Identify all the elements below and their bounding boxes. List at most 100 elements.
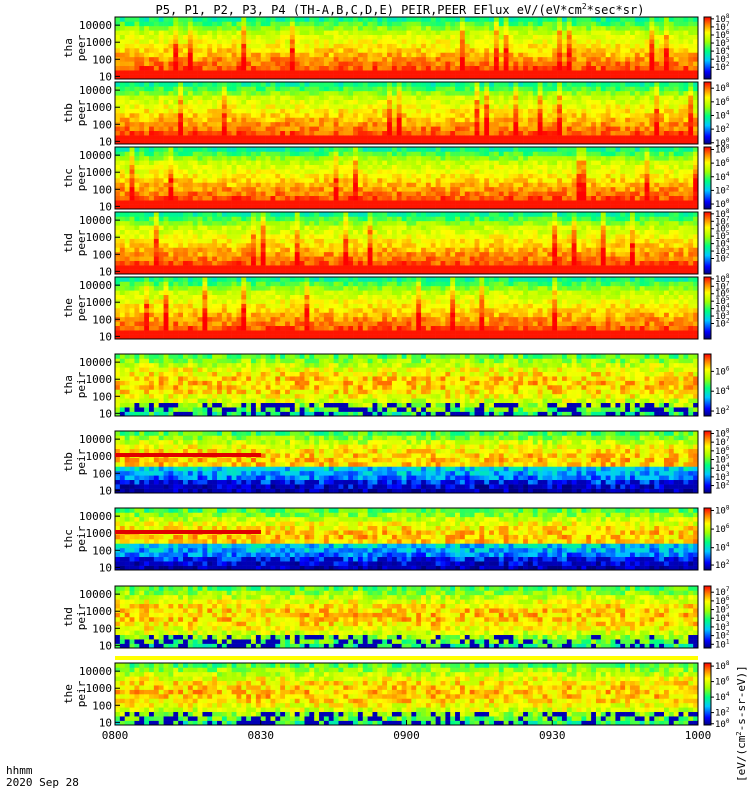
spectrogram-cell bbox=[173, 95, 179, 101]
spectrogram-cell bbox=[158, 39, 164, 44]
spectrogram-cell bbox=[479, 135, 485, 140]
spectrogram-cell bbox=[547, 95, 553, 101]
spectrogram-cell bbox=[532, 56, 538, 62]
spectrogram-cell bbox=[299, 126, 305, 132]
spectrogram-cell bbox=[231, 90, 237, 96]
spectrogram-cell bbox=[270, 43, 276, 49]
spectrogram-cell bbox=[634, 169, 640, 174]
spectrogram-cell bbox=[202, 126, 208, 132]
spectrogram-cell bbox=[183, 34, 189, 40]
spectrogram-cell bbox=[149, 155, 155, 161]
spectrogram-cell bbox=[236, 70, 242, 75]
spectrogram-cell bbox=[255, 95, 262, 101]
spectrogram-cell bbox=[280, 155, 286, 161]
spectrogram-cell bbox=[659, 43, 665, 49]
spectrogram-cell bbox=[187, 61, 194, 67]
spectrogram-cell bbox=[561, 104, 568, 109]
spectrogram-cell bbox=[615, 86, 621, 92]
spectrogram-cell bbox=[158, 200, 164, 205]
spectrogram-cell bbox=[183, 121, 189, 127]
spectrogram-cell bbox=[683, 82, 689, 87]
spectrogram-cell bbox=[498, 164, 504, 170]
spectrogram-cell bbox=[450, 121, 456, 127]
spectrogram-cell bbox=[634, 82, 640, 87]
spectrogram-cell bbox=[163, 70, 169, 75]
spectrogram-cell bbox=[430, 90, 436, 96]
spectrogram-cell bbox=[246, 61, 252, 67]
spectrogram-cell bbox=[304, 61, 310, 67]
spectrogram-cell bbox=[333, 117, 339, 123]
spectrogram-cell bbox=[241, 117, 247, 123]
spectrogram-cell bbox=[372, 104, 378, 109]
spectrogram-cell bbox=[474, 56, 480, 62]
spectrogram-cell bbox=[391, 65, 398, 71]
spectrogram-cell bbox=[523, 52, 529, 58]
spectrogram-cell bbox=[629, 70, 636, 75]
spectrogram-cell bbox=[367, 86, 373, 92]
spectrogram-cell bbox=[285, 117, 291, 123]
spectrogram-cell bbox=[362, 74, 368, 80]
spectrogram-cell bbox=[523, 39, 529, 44]
spectrogram-cell bbox=[134, 70, 140, 75]
spectrogram-cell bbox=[547, 121, 553, 127]
spectrogram-cell bbox=[265, 52, 271, 58]
spectrogram-cell bbox=[153, 139, 160, 145]
spectrogram-cell bbox=[134, 135, 140, 140]
spectrogram-cell bbox=[382, 82, 388, 87]
spectrogram-cell bbox=[217, 48, 223, 53]
spectrogram-cell bbox=[212, 160, 218, 166]
spectrogram-cell bbox=[236, 204, 242, 210]
spectrogram-cell bbox=[459, 169, 466, 174]
spectrogram-cell bbox=[615, 135, 621, 140]
spectrogram-cell bbox=[333, 160, 339, 166]
spectrogram-cell bbox=[532, 52, 538, 58]
spectrogram-cell bbox=[391, 48, 398, 53]
spectrogram-cell bbox=[673, 104, 679, 109]
spectrogram-cell bbox=[552, 151, 558, 157]
spectrogram-cell bbox=[663, 56, 670, 62]
spectrogram-cell bbox=[537, 204, 543, 210]
spectrogram-cell bbox=[416, 130, 422, 136]
spectrogram-cell bbox=[183, 164, 189, 170]
spectrogram-cell bbox=[236, 135, 242, 140]
spectrogram-cell bbox=[333, 182, 339, 188]
spectrogram-cell bbox=[401, 21, 407, 27]
spectrogram-cell bbox=[503, 155, 509, 161]
spectrogram-cell bbox=[144, 39, 150, 44]
spectrogram-cell bbox=[255, 21, 262, 27]
spectrogram-cell bbox=[552, 182, 558, 188]
spectrogram-cell bbox=[459, 21, 466, 27]
spectrogram-cell bbox=[275, 182, 281, 188]
spectrogram-cell bbox=[270, 61, 276, 67]
spectrogram-cell bbox=[625, 151, 631, 157]
spectrogram-cell bbox=[435, 121, 441, 127]
spectrogram-cell bbox=[173, 121, 179, 127]
spectrogram-cell bbox=[644, 117, 650, 123]
spectrogram-cell bbox=[202, 90, 208, 96]
spectrogram-cell bbox=[285, 65, 291, 71]
spectrogram-cell bbox=[396, 82, 402, 87]
spectrogram-cell bbox=[382, 86, 388, 92]
spectrogram-cell bbox=[557, 17, 563, 22]
spectrogram-cell bbox=[236, 121, 242, 127]
spectrogram-cell bbox=[299, 113, 305, 118]
spectrogram-cell bbox=[644, 74, 650, 80]
spectrogram-cell bbox=[367, 30, 373, 36]
spectrogram-cell bbox=[503, 104, 509, 109]
spectrogram-cell bbox=[678, 95, 684, 101]
spectrogram-cell bbox=[139, 200, 145, 205]
spectrogram-cell bbox=[474, 61, 480, 67]
spectrogram-cell bbox=[537, 25, 543, 31]
spectrogram-cell bbox=[430, 126, 436, 132]
spectrogram-cell bbox=[280, 95, 286, 101]
spectrogram-cell bbox=[338, 135, 344, 140]
spectrogram-cell bbox=[144, 191, 150, 197]
spectrogram-cell bbox=[513, 95, 519, 101]
spectrogram-cell bbox=[158, 117, 164, 123]
spectrogram-cell bbox=[207, 99, 213, 105]
spectrogram-cell bbox=[139, 178, 145, 183]
spectrogram-cell bbox=[153, 39, 160, 44]
spectrogram-cell bbox=[654, 30, 660, 36]
spectrogram-cell bbox=[484, 99, 490, 105]
spectrogram-cell bbox=[304, 186, 310, 192]
